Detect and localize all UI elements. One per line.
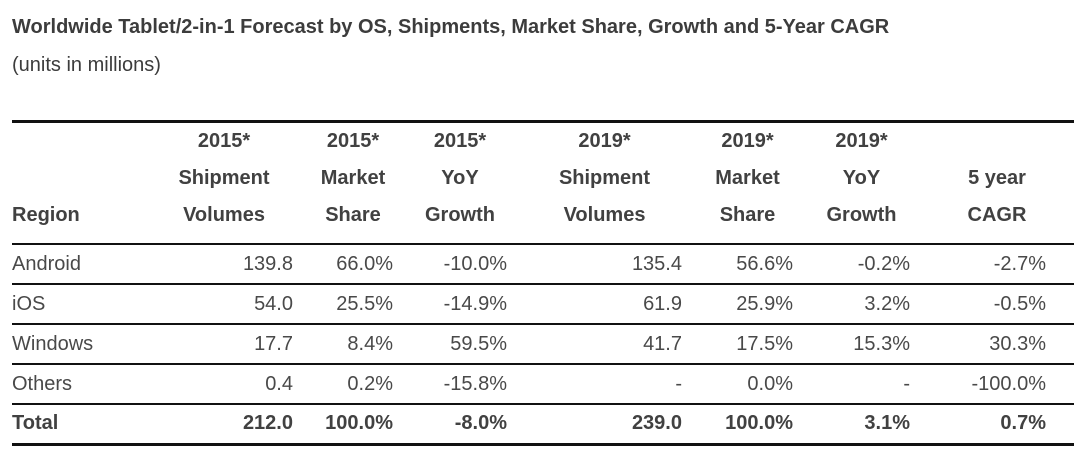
column-header-line: 2019* xyxy=(835,130,888,152)
table-row: Android 139.8 66.0% -10.0% 135.4 56.6% -0.2% -2… xyxy=(12,244,1074,285)
column-header-line: CAGR xyxy=(967,204,1027,226)
value-cell: 3.1% xyxy=(864,412,910,435)
table-row: Windows 17.7 8.4% 59.5% 41.7 17.5% 15.3% 30.3% xyxy=(12,324,1074,365)
value-cell: 0.0% xyxy=(692,364,803,405)
value-cell: 0.4 xyxy=(145,364,303,405)
value-cell: 15.3% xyxy=(803,324,920,365)
column-header: 2019* YoY Growth xyxy=(803,121,920,245)
value-cell: - xyxy=(517,364,692,405)
column-header-line: Shipment xyxy=(558,167,651,189)
column-header-line: YoY xyxy=(842,167,881,189)
value-cell: 41.7 xyxy=(517,324,692,365)
value-cell: -15.8% xyxy=(403,364,517,405)
column-header-line: 2019* xyxy=(578,130,631,152)
column-header-line: Growth xyxy=(425,204,495,226)
value-cell: 239.0 xyxy=(631,412,682,435)
page-title: Worldwide Tablet/2-in-1 Forecast by OS, … xyxy=(12,16,890,38)
value-cell: 8.4% xyxy=(303,324,403,365)
value-cell: 135.4 xyxy=(517,244,692,285)
value-cell: 61.9 xyxy=(517,284,692,325)
value-cell: -14.9% xyxy=(403,284,517,325)
table-header: Region 2015* Shipment Volumes 2015* Market Sha… xyxy=(12,121,1074,245)
value-cell: 25.9% xyxy=(692,284,803,325)
value-cell: 17.5% xyxy=(692,324,803,365)
column-header-line: Market xyxy=(320,167,386,189)
column-header-line: 2015* xyxy=(433,130,487,152)
forecast-table: Region 2015* Shipment Volumes 2015* Market Sha… xyxy=(12,120,1074,446)
table-row: Others 0.4 0.2% -15.8% -0.0% - -100.0% xyxy=(12,364,1074,405)
column-header-line: 2015* xyxy=(197,130,251,152)
value-cell: -10.0% xyxy=(403,244,517,285)
column-header: 5 year CAGR xyxy=(920,121,1074,245)
value-cell: 17.7 xyxy=(145,324,303,365)
region-cell: Windows xyxy=(12,324,145,365)
value-cell: 66.0% xyxy=(303,244,403,285)
value-cell: 54.0 xyxy=(145,284,303,325)
value-cell: -100.0% xyxy=(920,364,1074,405)
column-header-region: Region xyxy=(12,121,145,245)
column-header: 2015* Shipment Volumes xyxy=(145,121,303,245)
column-header-line: Share xyxy=(325,204,381,226)
value-cell: -2.7% xyxy=(920,244,1074,285)
value-cell: 25.5% xyxy=(303,284,403,325)
table-row: iOS 54.0 25.5% -14.9% 61.9 25.9% 3.2% -0.5% xyxy=(12,284,1074,325)
column-header-line: Share xyxy=(719,204,776,226)
value-cell: 59.5% xyxy=(403,324,517,365)
value-cell: -0.2% xyxy=(803,244,920,285)
column-header-line: Volumes xyxy=(563,204,646,226)
region-cell: Others xyxy=(12,364,145,405)
column-header: 2019* Market Share xyxy=(692,121,803,245)
region-cell: Android xyxy=(12,244,145,285)
value-cell: 100.0% xyxy=(725,412,793,435)
table-body: Android 139.8 66.0% -10.0% 135.4 56.6% -0.2% -2… xyxy=(12,244,1074,444)
header-row: Region 2015* Shipment Volumes 2015* Market Sha… xyxy=(12,121,1074,245)
column-header-line: 2015* xyxy=(326,130,380,152)
column-header-line: YoY xyxy=(441,167,479,189)
value-cell: 3.2% xyxy=(803,284,920,325)
region-cell: iOS xyxy=(12,284,145,325)
value-cell: 100.0% xyxy=(325,412,393,435)
column-header: 2015* YoY Growth xyxy=(403,121,517,245)
column-header-line: 5 year xyxy=(968,167,1026,189)
value-cell: 212.0 xyxy=(242,412,293,435)
column-header: 2019* Shipment Volumes xyxy=(517,121,692,245)
column-header-line: 2019* xyxy=(721,130,774,152)
value-cell: -0.5% xyxy=(920,284,1074,325)
value-cell: 56.6% xyxy=(692,244,803,285)
value-cell: 0.2% xyxy=(303,364,403,405)
column-header: 2015* Market Share xyxy=(303,121,403,245)
value-cell: - xyxy=(803,364,920,405)
column-header-line: Market xyxy=(715,167,780,189)
value-cell: 30.3% xyxy=(920,324,1074,365)
column-header-line: Growth xyxy=(826,204,897,226)
table-row: Total 212.0 100.0% -8.0% 239.0 100.0% 3.1% 0.7% xyxy=(12,404,1074,444)
page-subtitle: (units in millions) xyxy=(12,54,161,76)
value-cell: 0.7% xyxy=(1000,412,1046,435)
column-header-line: Shipment xyxy=(178,167,270,189)
value-cell: -8.0% xyxy=(454,412,507,435)
value-cell: 139.8 xyxy=(145,244,303,285)
column-header-line: Region xyxy=(12,204,80,226)
region-cell: Total xyxy=(12,412,59,435)
column-header-line: Volumes xyxy=(183,204,265,226)
